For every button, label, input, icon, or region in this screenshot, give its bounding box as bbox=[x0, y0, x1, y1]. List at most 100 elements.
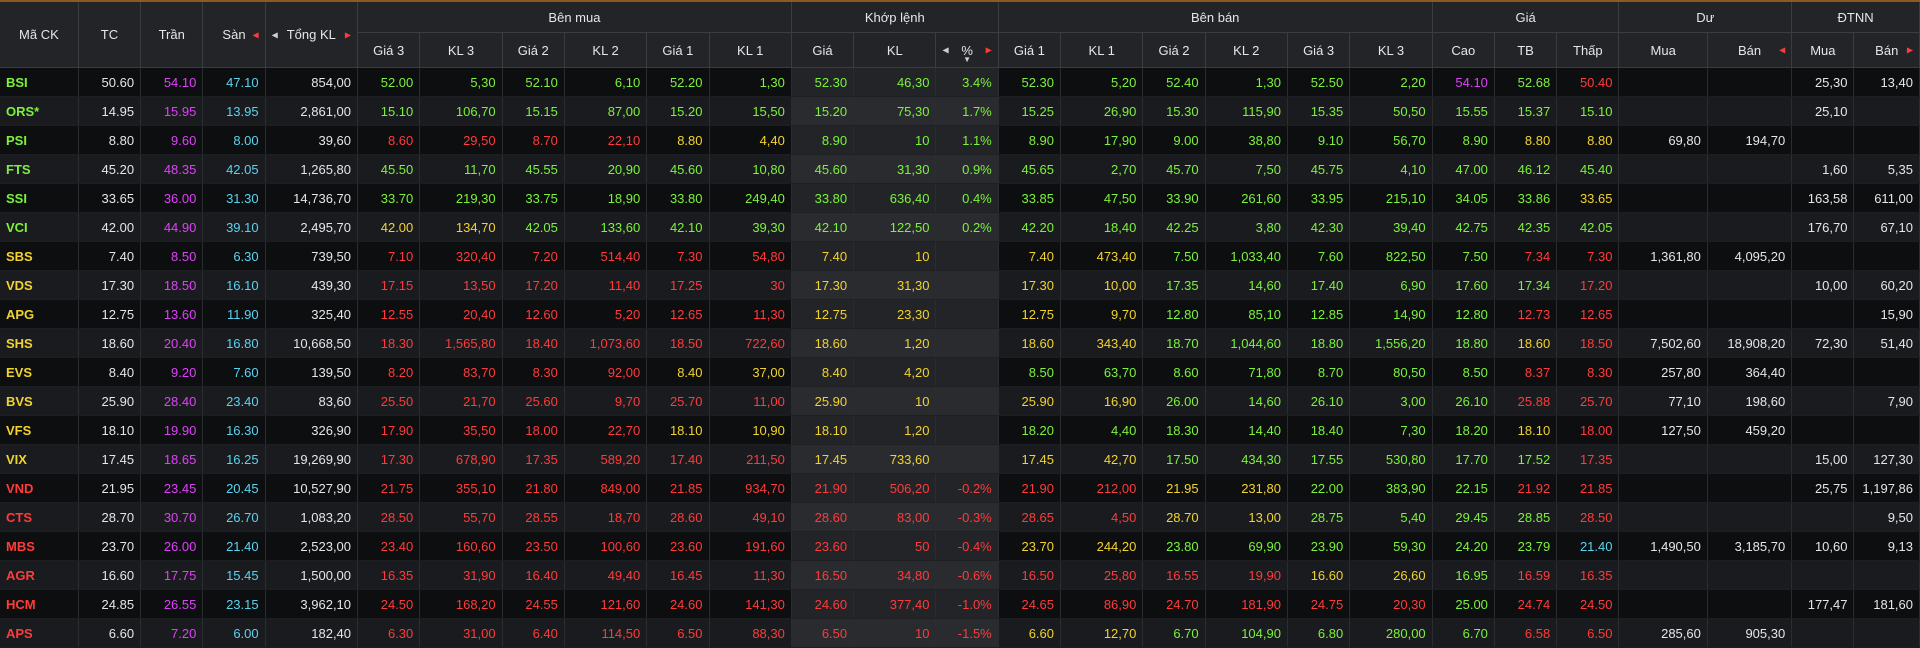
caret-right-icon[interactable]: ◀ bbox=[252, 30, 259, 39]
avg-cell: 42.35 bbox=[1494, 212, 1558, 242]
col-total[interactable]: ◀ Tổng KL ▶ bbox=[265, 2, 359, 68]
col-buy-v3[interactable]: KL 3 bbox=[419, 32, 503, 68]
symbol-cell[interactable]: FTS bbox=[0, 154, 79, 184]
table-row[interactable]: AGR 16.60 17.75 15.45 1,500,00 16.35 31,90 16.4… bbox=[0, 560, 1920, 590]
table-row[interactable]: ORS* 14.95 15.95 13.95 2,861,00 15.10 106,70 15… bbox=[0, 96, 1920, 126]
sort-down-icon[interactable]: ▼ bbox=[963, 55, 972, 64]
symbol-cell[interactable]: AGR bbox=[0, 560, 79, 590]
table-row[interactable]: CTS 28.70 30.70 26.70 1,083,20 28.50 55,70 28.5… bbox=[0, 502, 1920, 532]
col-floor[interactable]: Sàn ◀ bbox=[202, 2, 266, 68]
col-sell-p1[interactable]: Giá 1 bbox=[998, 32, 1062, 68]
symbol-cell[interactable]: MBS bbox=[0, 531, 79, 561]
col-avg[interactable]: TB bbox=[1494, 32, 1558, 68]
match-price-cell: 17.30 bbox=[791, 270, 855, 300]
table-row[interactable]: APG 12.75 13.60 11.90 325,40 12.55 20,40 12.60 5… bbox=[0, 299, 1920, 329]
sell-p2-cell: 42.25 bbox=[1142, 212, 1206, 242]
col-symbol[interactable]: Mã CK bbox=[0, 2, 79, 68]
ceil-price-cell: 9.20 bbox=[140, 357, 204, 387]
table-row[interactable]: HCM 24.85 26.55 23.15 3,962,10 24.50 168,20 24.… bbox=[0, 589, 1920, 619]
table-row[interactable]: VFS 18.10 19.90 16.30 326,90 17.90 35,50 18.00 2… bbox=[0, 415, 1920, 445]
col-foreign-sell[interactable]: Bán ▶ bbox=[1853, 32, 1920, 68]
table-row[interactable]: BVS 25.90 28.40 23.40 83,60 25.50 21,70 25.60 9,… bbox=[0, 386, 1920, 416]
col-sell-p3[interactable]: Giá 3 bbox=[1287, 32, 1351, 68]
table-row[interactable]: FTS 45.20 48.35 42.05 1,265,80 45.50 11,70 45.5… bbox=[0, 154, 1920, 184]
caret-right-icon[interactable]: ▶ bbox=[1906, 45, 1913, 55]
table-row[interactable]: SSI 33.65 36.00 31.30 14,736,70 33.70 219,30 33… bbox=[0, 183, 1920, 213]
col-buy-v2[interactable]: KL 2 bbox=[564, 32, 648, 68]
symbol-cell[interactable]: EVS bbox=[0, 357, 79, 387]
table-row[interactable]: SBS 7.40 8.50 6.30 739,50 7.10 320,40 7.20 514,4… bbox=[0, 241, 1920, 271]
symbol-cell[interactable]: SBS bbox=[0, 241, 79, 271]
symbol-cell[interactable]: PSI bbox=[0, 125, 79, 155]
symbol-cell[interactable]: CTS bbox=[0, 502, 79, 532]
col-sell-v1[interactable]: KL 1 bbox=[1060, 32, 1144, 68]
col-high[interactable]: Cao bbox=[1432, 32, 1495, 68]
col-remain-sell[interactable]: Bán ◀ bbox=[1707, 32, 1793, 68]
symbol-cell[interactable]: VFS bbox=[0, 415, 79, 445]
buy-v3-cell: 55,70 bbox=[419, 502, 503, 532]
buy-v3-cell: 20,40 bbox=[419, 299, 503, 329]
col-buy-p1[interactable]: Giá 1 bbox=[646, 32, 710, 68]
match-pct-cell bbox=[935, 299, 999, 329]
low-cell: 21.40 bbox=[1556, 531, 1620, 561]
col-ceil[interactable]: Trần bbox=[140, 2, 204, 68]
symbol-cell[interactable]: ORS* bbox=[0, 96, 79, 126]
symbol-cell[interactable]: APS bbox=[0, 618, 79, 648]
col-ref[interactable]: TC bbox=[78, 2, 142, 68]
symbol-cell[interactable]: BVS bbox=[0, 386, 79, 416]
col-sell-p2[interactable]: Giá 2 bbox=[1142, 32, 1206, 68]
sell-p1-cell: 28.65 bbox=[998, 502, 1062, 532]
col-sell-v2[interactable]: KL 2 bbox=[1205, 32, 1288, 68]
sell-v3-cell: 7,30 bbox=[1349, 415, 1433, 445]
table-row[interactable]: EVS 8.40 9.20 7.60 139,50 8.20 83,70 8.30 92,00 8… bbox=[0, 357, 1920, 387]
table-row[interactable]: VDS 17.30 18.50 16.10 439,30 17.15 13,50 17.20 1… bbox=[0, 270, 1920, 300]
caret-left-icon[interactable]: ◀ bbox=[942, 45, 949, 55]
ceil-price-cell: 17.75 bbox=[140, 560, 204, 590]
table-row[interactable]: SHS 18.60 20.40 16.80 10,668,50 18.30 1,565,80… bbox=[0, 328, 1920, 358]
col-sell-v3[interactable]: KL 3 bbox=[1349, 32, 1433, 68]
symbol-cell[interactable]: SSI bbox=[0, 183, 79, 213]
table-row[interactable]: VCI 42.00 44.90 39.10 2,495,70 42.00 134,70 42.… bbox=[0, 212, 1920, 242]
caret-right-icon[interactable]: ▶ bbox=[985, 45, 992, 55]
symbol-cell[interactable]: APG bbox=[0, 299, 79, 329]
avg-cell: 7.34 bbox=[1494, 241, 1558, 271]
buy-v2-cell: 87,00 bbox=[564, 96, 648, 126]
match-price-cell: 7.40 bbox=[791, 241, 855, 271]
col-buy-p2[interactable]: Giá 2 bbox=[502, 32, 565, 68]
table-row[interactable]: VND 21.95 23.45 20.45 10,527,90 21.75 355,10 21… bbox=[0, 473, 1920, 503]
floor-price-cell: 23.15 bbox=[202, 589, 266, 619]
col-match-pct[interactable]: ◀% ▶ ▼ bbox=[935, 32, 999, 68]
symbol-cell[interactable]: VDS bbox=[0, 270, 79, 300]
remain-buy-cell: 257,80 bbox=[1618, 357, 1708, 387]
table-header: Mã CK TC Trần Sàn ◀ ◀ Tổng KL ▶ Bên mua Khớ… bbox=[0, 2, 1920, 68]
buy-v2-cell: 114,50 bbox=[564, 618, 648, 648]
caret-left-icon[interactable]: ◀ bbox=[271, 30, 278, 39]
col-buy-v1[interactable]: KL 1 bbox=[709, 32, 792, 68]
table-row[interactable]: PSI 8.80 9.60 8.00 39,60 8.60 29,50 8.70 22,10 8.… bbox=[0, 125, 1920, 155]
table-row[interactable]: MBS 23.70 26.00 21.40 2,523,00 23.40 160,60 23.… bbox=[0, 531, 1920, 561]
floor-price-cell: 6.00 bbox=[202, 618, 266, 648]
symbol-cell[interactable]: VIX bbox=[0, 444, 79, 474]
symbol-cell[interactable]: BSI bbox=[0, 67, 79, 97]
symbol-cell[interactable]: VND bbox=[0, 473, 79, 503]
col-remain-buy[interactable]: Mua bbox=[1618, 32, 1708, 68]
col-buy-p3[interactable]: Giá 3 bbox=[357, 32, 421, 68]
table-row[interactable]: BSI 50.60 54.10 47.10 854,00 52.00 5,30 52.10 6,… bbox=[0, 67, 1920, 97]
match-vol-cell: 377,40 bbox=[853, 589, 937, 619]
buy-v2-cell: 133,60 bbox=[564, 212, 648, 242]
caret-right-icon[interactable]: ▶ bbox=[344, 30, 352, 39]
col-low[interactable]: Thấp bbox=[1556, 32, 1620, 68]
symbol-cell[interactable]: HCM bbox=[0, 589, 79, 619]
symbol-cell[interactable]: SHS bbox=[0, 328, 79, 358]
table-row[interactable]: APS 6.60 7.20 6.00 182,40 6.30 31,00 6.40 114,50… bbox=[0, 618, 1920, 648]
col-match-vol[interactable]: KL bbox=[853, 32, 937, 68]
caret-right-icon[interactable]: ◀ bbox=[1779, 45, 1786, 55]
col-match-price[interactable]: Giá bbox=[791, 32, 855, 68]
col-foreign-buy[interactable]: Mua bbox=[1791, 32, 1855, 68]
buy-v1-cell: 37,00 bbox=[709, 357, 792, 387]
buy-v1-cell: 11,00 bbox=[709, 386, 792, 416]
sell-v3-cell: 3,00 bbox=[1349, 386, 1433, 416]
low-cell: 50.40 bbox=[1556, 67, 1620, 97]
table-row[interactable]: VIX 17.45 18.65 16.25 19,269,90 17.30 678,90 17… bbox=[0, 444, 1920, 474]
symbol-cell[interactable]: VCI bbox=[0, 212, 79, 242]
